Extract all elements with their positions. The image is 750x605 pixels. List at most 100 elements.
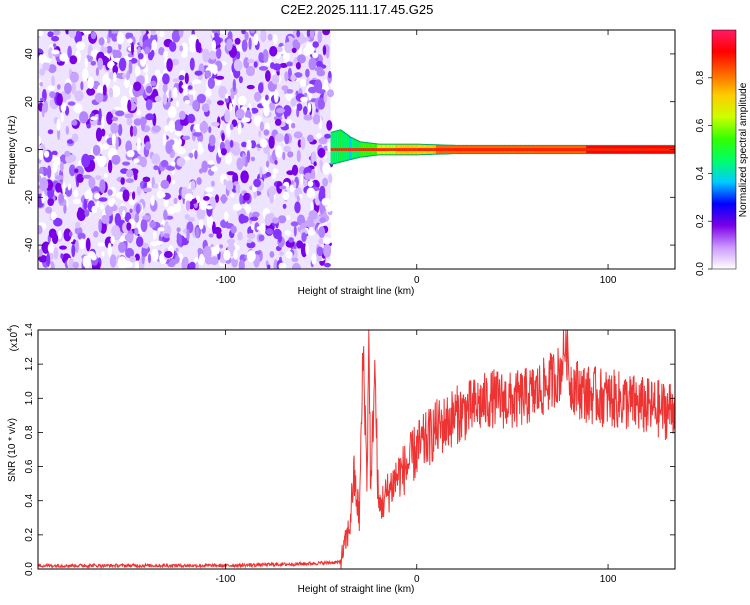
noise-speckle [122, 189, 130, 202]
noise-speckle [178, 253, 183, 263]
noise-speckle [195, 261, 200, 269]
signal-core [483, 148, 489, 151]
signal-core [384, 148, 386, 151]
noise-speckle [69, 154, 77, 162]
noise-speckle [265, 228, 274, 235]
noise-speckle [94, 92, 104, 103]
signal-core [374, 148, 377, 151]
noise-speckle [286, 61, 293, 67]
noise-speckle [233, 59, 243, 72]
signal-core [491, 148, 497, 151]
noise-speckle [142, 242, 149, 249]
noise-speckle [308, 57, 317, 71]
noise-speckle [303, 92, 308, 98]
noise-speckle [51, 75, 56, 87]
noise-speckle [223, 211, 229, 222]
noise-speckle [125, 178, 134, 184]
signal-core [520, 148, 526, 151]
signal-cell [340, 130, 343, 162]
signal-core [367, 148, 370, 151]
noise-speckle [322, 45, 327, 56]
noise-speckle [39, 68, 46, 76]
signal-core [435, 148, 440, 151]
signal-core [487, 148, 493, 151]
noise-speckle [94, 192, 101, 200]
noise-speckle [163, 233, 170, 239]
noise-speckle [311, 168, 316, 180]
noise-speckle [169, 41, 177, 52]
noise-speckle [250, 107, 259, 114]
signal-core [379, 148, 382, 151]
noise-speckle [109, 87, 114, 98]
noise-speckle [87, 90, 93, 96]
noise-speckles [38, 30, 334, 269]
noise-speckle [308, 210, 318, 220]
noise-speckle [258, 234, 265, 242]
svg-text:(x104): (x104) [7, 325, 20, 352]
noise-speckle [129, 255, 137, 263]
signal-core [433, 148, 437, 151]
signal-core [524, 148, 530, 151]
signal-core [336, 148, 338, 151]
noise-speckle [220, 148, 227, 156]
signal-core [452, 148, 456, 151]
noise-speckle [181, 52, 188, 58]
signal-core [393, 148, 396, 151]
signal-core [582, 148, 587, 151]
noise-speckle [296, 240, 303, 249]
noise-speckle [322, 237, 332, 245]
signal-core [353, 148, 355, 151]
noise-speckle [210, 180, 215, 187]
y-tick-label: 1.4 [24, 323, 35, 337]
noise-speckle [265, 172, 272, 177]
noise-speckle [211, 30, 221, 34]
noise-speckle [286, 88, 294, 94]
noise-speckle [208, 233, 214, 238]
signal-core [590, 148, 595, 151]
noise-speckle [112, 64, 118, 75]
noise-speckle [160, 179, 170, 189]
noise-speckle [271, 74, 280, 85]
noise-speckle [208, 160, 215, 165]
noise-speckle [162, 133, 167, 146]
noise-speckle [144, 73, 149, 87]
noise-speckle [176, 227, 181, 233]
noise-speckle [172, 87, 178, 98]
signal-core [661, 148, 666, 151]
noise-speckle [273, 115, 283, 121]
noise-speckle [44, 150, 50, 158]
signal-core [654, 148, 659, 151]
signal-core [422, 148, 426, 151]
noise-speckle [48, 47, 54, 59]
noise-speckle [112, 49, 122, 60]
signal-core [438, 148, 442, 151]
noise-speckle [126, 150, 135, 158]
noise-speckle [267, 33, 273, 41]
noise-speckle [52, 233, 59, 245]
signal-core [549, 148, 554, 151]
noise-speckle [169, 139, 175, 146]
noise-speckle [190, 180, 196, 191]
noise-speckle [160, 159, 169, 168]
signal-cell [333, 132, 335, 164]
signal-core [647, 148, 652, 151]
noise-speckle [73, 103, 83, 113]
signal-core [397, 148, 400, 151]
noise-speckle [53, 247, 59, 260]
noise-speckle [313, 161, 317, 167]
noise-speckle [328, 173, 333, 184]
noise-speckle [82, 255, 91, 268]
noise-speckle [241, 141, 248, 148]
noise-speckle [67, 183, 72, 191]
signal-core [338, 148, 341, 151]
noise-speckle [269, 102, 276, 111]
noise-speckle [211, 40, 216, 52]
noise-speckle [126, 72, 129, 81]
noise-speckle [305, 68, 310, 78]
y-tick-label: 0.6 [24, 459, 35, 473]
noise-speckle [282, 105, 292, 117]
noise-speckle [223, 249, 231, 261]
noise-speckle [124, 233, 134, 242]
noise-speckle [316, 246, 324, 257]
noise-speckle [208, 134, 216, 147]
